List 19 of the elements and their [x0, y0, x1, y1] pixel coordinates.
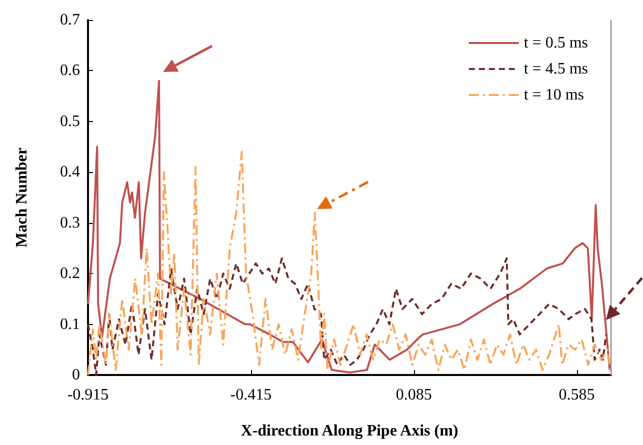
x-axis-title: X-direction Along Pipe Axis (m) [240, 422, 458, 440]
y-tick-label: 0.6 [60, 62, 80, 80]
y-tick-label: 0.7 [60, 12, 80, 28]
line-series [87, 80, 611, 374]
y-tick-label: 0.4 [60, 164, 80, 181]
y-tick-label: 0.2 [60, 265, 80, 282]
y-tick-label: 0.1 [60, 316, 80, 333]
legend-label: t = 4.5 ms [524, 60, 588, 78]
y-tick-label: 0.5 [60, 112, 80, 130]
y-tick-label: 0.3 [60, 214, 80, 232]
x-tick-label: -0.415 [230, 386, 272, 404]
legend-label: t = 10 ms [524, 86, 584, 104]
legend-label: t = 0.5 ms [524, 34, 588, 52]
line-series [87, 257, 608, 376]
y-axis-title: Mach Number [14, 148, 30, 248]
x-tick-label: 0.085 [396, 386, 432, 404]
y-tick-label: 0 [72, 366, 80, 384]
x-tick-label: 0.585 [558, 386, 595, 404]
x-tick-label: -0.915 [67, 386, 109, 404]
